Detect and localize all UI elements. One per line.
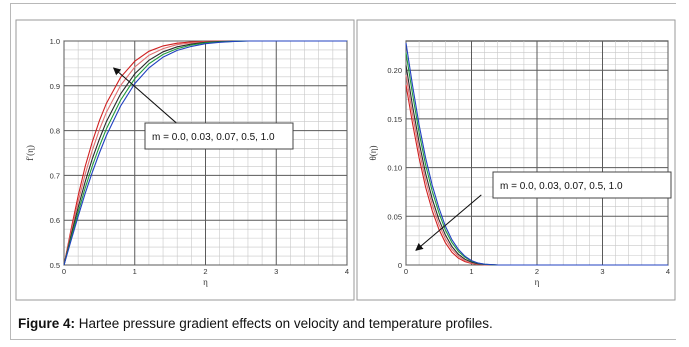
x-tick-label: 3 (274, 267, 278, 276)
figure-frame-bottom-rule (10, 339, 676, 340)
x-tick-label: 2 (535, 267, 539, 276)
y-tick-label: 0 (398, 261, 402, 270)
x-tick-label: 3 (600, 267, 604, 276)
annotation-box (144, 122, 294, 150)
y-tick-label: 0.5 (50, 261, 60, 270)
y-tick-label: 0.8 (50, 127, 60, 136)
x-tick-label: 0 (404, 267, 408, 276)
y-axis-title: f′(η) (25, 145, 35, 161)
series-line-m-1 (63, 40, 347, 266)
figure-frame (10, 3, 676, 340)
x-tick-label: 4 (666, 267, 670, 276)
y-tick-label: 0.9 (50, 82, 60, 91)
annotation-box (492, 171, 672, 199)
velocity-profile-chart: 0 1 2 3 4 0.5 0.6 0.7 0.8 0.9 1.0 η f′(η) m = 0.0, 0.… (15, 19, 355, 301)
annotation-text: m = 0.0, 0.03, 0.07, 0.5, 1.0 (152, 132, 275, 143)
y-tick-label: 0.20 (387, 66, 402, 75)
x-tick-label: 1 (469, 267, 473, 276)
x-tick-label: 0 (62, 267, 66, 276)
figure-caption-text: Hartee pressure gradient effects on velo… (75, 316, 493, 331)
y-tick-label: 0.15 (387, 115, 402, 124)
temperature-profile-chart: 0 1 2 3 4 0 0.05 0.10 0.15 0.20 η θ(η) m = 0.0, 0.03… (356, 19, 676, 301)
annotation-arrow (415, 194, 482, 251)
y-tick-label: 1.0 (50, 37, 60, 46)
x-axis-title: η (535, 277, 540, 287)
x-tick-label: 4 (345, 267, 349, 276)
y-tick-label: 0.7 (50, 171, 60, 180)
figure-caption: Figure 4: Hartee pressure gradient effec… (18, 316, 493, 331)
figure-caption-label: Figure 4: (18, 316, 76, 331)
x-axis-title: η (203, 277, 208, 287)
x-tick-label: 2 (203, 267, 207, 276)
y-tick-label: 0.10 (387, 164, 402, 173)
series-line-m-1 (405, 42, 668, 266)
annotation-text: m = 0.0, 0.03, 0.07, 0.5, 1.0 (500, 181, 623, 192)
y-axis-title: θ(η) (368, 145, 378, 160)
y-tick-label: 0.6 (50, 216, 60, 225)
y-tick-label: 0.05 (387, 212, 402, 221)
x-tick-label: 1 (133, 267, 137, 276)
